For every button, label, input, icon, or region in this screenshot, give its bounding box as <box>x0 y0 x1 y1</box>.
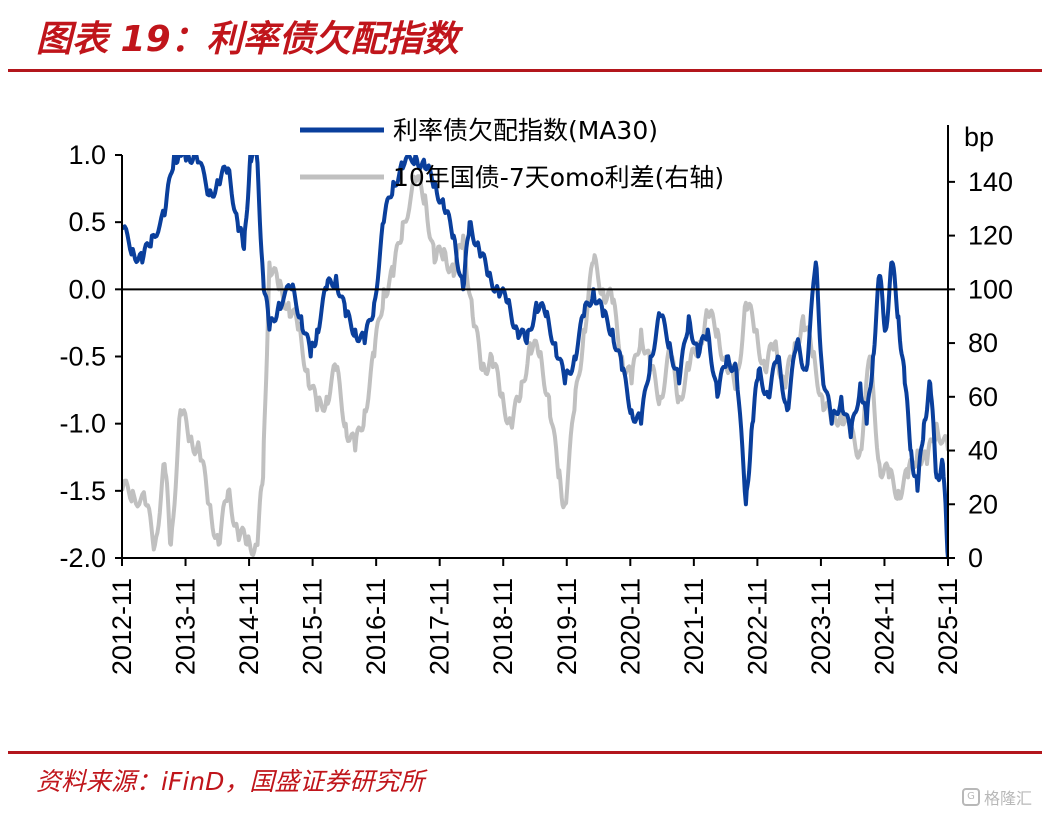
watermark: G 格隆汇 <box>962 785 1032 809</box>
watermark-logo-icon: G <box>962 788 980 806</box>
left-tick-label: 1.0 <box>68 140 106 170</box>
watermark-text: 格隆汇 <box>984 789 1033 808</box>
right-axis-unit: bp <box>964 122 994 152</box>
x-tick-label: 2019-11 <box>552 578 582 675</box>
x-tick-label: 2022-11 <box>742 578 772 675</box>
x-tick-label: 2016-11 <box>361 578 391 675</box>
x-tick-label: 2015-11 <box>298 578 328 675</box>
right-tick-label: 0 <box>968 543 983 573</box>
source-note: 资料来源：iFinD，国盛证券研究所 <box>36 767 425 796</box>
right-tick-label: 60 <box>968 382 998 412</box>
left-tick-label: -1.0 <box>59 409 106 439</box>
right-tick-label: 40 <box>968 436 998 466</box>
right-tick-label: 140 <box>968 167 1013 197</box>
x-tick-label: 2025-11 <box>933 578 963 675</box>
x-tick-label: 2023-11 <box>806 578 836 675</box>
x-tick-label: 2013-11 <box>171 578 201 675</box>
left-tick-label: -1.5 <box>59 476 106 506</box>
legend-label-index: 利率债欠配指数(MA30) <box>393 116 658 145</box>
legend: 利率债欠配指数(MA30) 10年国债-7天omo利差(右轴) <box>300 116 724 192</box>
right-tick-label: 120 <box>968 221 1013 251</box>
right-tick-label: 100 <box>968 274 1013 304</box>
x-tick-label: 2014-11 <box>234 578 264 675</box>
left-tick-label: 0.5 <box>68 207 106 237</box>
plot-layer <box>122 155 948 558</box>
header-rule <box>8 69 1042 72</box>
line-chart: 1.0 0.5 0.0 -0.5 -1.0 -1.5 -2.0 140 120 100 80 60 40… <box>59 116 1013 675</box>
x-tick-label: 2017-11 <box>425 578 455 675</box>
right-tick-label: 20 <box>968 489 998 519</box>
x-tick-label: 2021-11 <box>679 578 709 675</box>
left-tick-label: -0.5 <box>59 342 106 372</box>
x-tick-label: 2012-11 <box>107 578 137 675</box>
series-line-index <box>122 155 948 558</box>
left-tick-label: 0.0 <box>68 274 106 304</box>
left-tick-label: -2.0 <box>59 543 106 573</box>
x-tick-label: 2018-11 <box>488 578 518 675</box>
x-tick-label: 2024-11 <box>869 578 899 675</box>
chart-title: 图表 19：利率债欠配指数 <box>36 19 459 60</box>
right-tick-label: 80 <box>968 328 998 358</box>
x-tick-label: 2020-11 <box>615 578 645 675</box>
footer-rule <box>8 751 1042 754</box>
axis-layer: 1.0 0.5 0.0 -0.5 -1.0 -1.5 -2.0 140 120 100 80 60 40… <box>59 122 1013 675</box>
series-line-spread <box>122 174 948 557</box>
legend-label-spread: 10年国债-7天omo利差(右轴) <box>393 163 724 192</box>
